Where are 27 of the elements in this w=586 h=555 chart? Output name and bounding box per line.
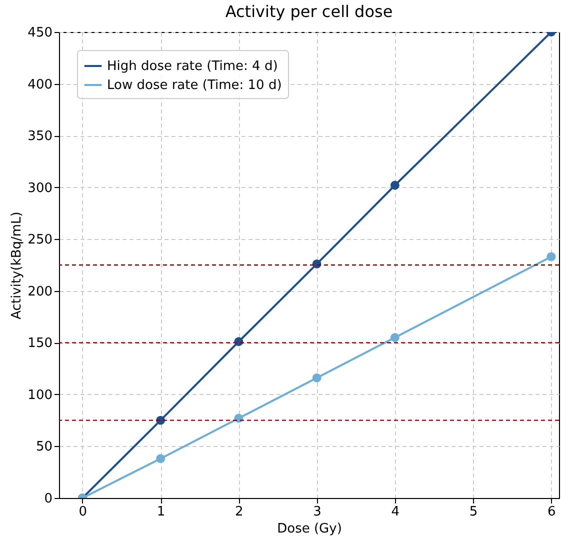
point: [312, 373, 322, 382]
x-tick-label: 0: [78, 504, 88, 520]
point: [390, 333, 400, 342]
x-tick-label: 4: [391, 504, 400, 520]
y-tick-label: 450: [28, 26, 52, 40]
y-tick-label: 400: [28, 77, 52, 92]
x-axis-title: Dose (Gy): [277, 522, 342, 536]
x-tick-label: 5: [469, 504, 478, 520]
legend-label: Low dose rate (Time: 10 d): [107, 78, 282, 93]
y-tick-label: 200: [28, 284, 52, 300]
y-tick-label: 100: [28, 388, 52, 403]
point: [390, 180, 400, 190]
chart-title: Activity per cell dose: [225, 2, 393, 21]
legend-label: High dose rate (Time: 4 d): [107, 59, 278, 74]
y-axis-title: Activity(kBq/mL): [10, 212, 25, 320]
point: [546, 252, 556, 262]
y-tick-label: 0: [44, 492, 52, 506]
x-tick-label: 6: [548, 504, 556, 520]
y-tick-label: 350: [28, 129, 52, 144]
y-tick-label: 50: [36, 440, 52, 455]
x-tick-label: 3: [313, 504, 322, 520]
x-tick-label: 1: [156, 504, 166, 520]
y-tick-label: 250: [28, 232, 52, 248]
y-tick-label: 300: [28, 180, 52, 196]
y-tick-label: 150: [28, 336, 52, 352]
x-tick-label: 2: [235, 504, 244, 520]
point: [156, 454, 166, 464]
